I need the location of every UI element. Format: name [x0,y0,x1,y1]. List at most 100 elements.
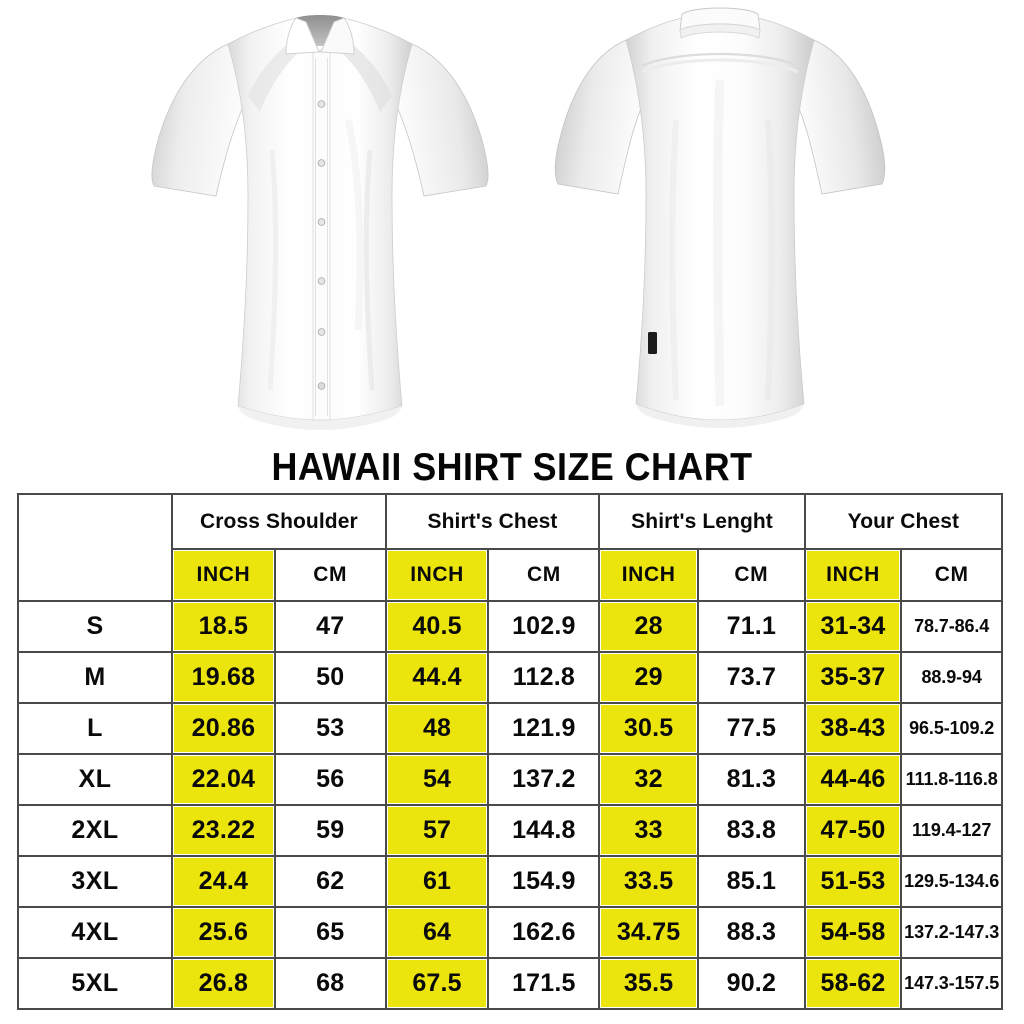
unit-header-cross-shoulder-inch: INCH [171,548,276,602]
cell-shirts-length-cm: 81.3 [696,753,806,806]
cell-cross-shoulder-cm: 47 [273,600,387,653]
cell-shirts-chest-cm: 171.5 [487,957,601,1010]
cell-shirts-chest-inch: 48 [384,702,490,755]
shirt-back-image [530,0,910,445]
cell-shirts-length-cm: 73.7 [696,651,806,704]
size-label: 4XL [71,918,119,946]
size-label-cell: S [16,600,174,653]
size-label-cell: M [16,651,174,704]
cell-your-chest-cm: 137.2-147.3 [900,906,1003,959]
shirt-front-image [120,0,520,445]
table-row: 4XL 25.6 65 64 162.6 34.75 88.3 54-58 137.2-147.… [16,906,1003,959]
cell-shirts-chest-cm: 162.6 [487,906,601,959]
size-label: S [86,612,104,640]
cell-shirts-length-inch: 32 [598,753,699,806]
cell-cross-shoulder-inch: 22.04 [171,753,276,806]
cell-shirts-length-cm: 88.3 [696,906,806,959]
cell-cross-shoulder-cm: 62 [273,855,387,908]
cell-cross-shoulder-cm: 59 [273,804,387,857]
cell-cross-shoulder-cm: 50 [273,651,387,704]
cell-shirts-chest-inch: 61 [384,855,490,908]
cell-cross-shoulder-cm: 56 [273,753,387,806]
cell-cross-shoulder-inch: 20.86 [171,702,276,755]
size-label: M [84,663,106,691]
page-title: HAWAII SHIRT SIZE CHART [271,446,753,489]
cell-shirts-length-cm: 85.1 [696,855,806,908]
cell-shirts-chest-inch: 40.5 [384,600,490,653]
cell-shirts-chest-inch: 54 [384,753,490,806]
group-header-your-chest: Your Chest [803,493,1004,550]
cell-shirts-chest-cm: 137.2 [487,753,601,806]
cell-shirts-chest-cm: 121.9 [487,702,601,755]
table-unit-header-row: INCH CM INCH CM INCH CM INCH CM [18,548,1003,602]
cell-shirts-length-inch: 33.5 [598,855,699,908]
size-chart-table: Cross Shoulder Shirt's Chest Shirt's Len… [16,493,1004,1010]
size-label: 2XL [71,816,119,844]
cell-shirts-length-inch: 35.5 [598,957,699,1010]
cell-shirts-chest-cm: 154.9 [487,855,601,908]
cell-shirts-length-inch: 28 [598,600,699,653]
cell-cross-shoulder-inch: 18.5 [171,600,276,653]
group-header-shirts-length: Shirt's Lenght [598,493,806,550]
cell-your-chest-inch: 54-58 [803,906,903,959]
size-label-cell: 5XL [16,957,174,1010]
cell-shirts-chest-cm: 102.9 [487,600,601,653]
size-label-cell: L [16,702,174,755]
cell-your-chest-inch: 51-53 [803,855,903,908]
cell-your-chest-inch: 47-50 [803,804,903,857]
cell-shirts-chest-inch: 64 [384,906,490,959]
cell-your-chest-cm: 96.5-109.2 [900,702,1003,755]
cell-shirts-length-inch: 30.5 [598,702,699,755]
cell-your-chest-cm: 119.4-127 [900,804,1003,857]
cell-cross-shoulder-inch: 19.68 [171,651,276,704]
cell-your-chest-inch: 31-34 [803,600,903,653]
size-chart-container: Cross Shoulder Shirt's Chest Shirt's Len… [16,493,1004,1010]
table-row: 3XL 24.4 62 61 154.9 33.5 85.1 51-53 129.5-134.6 [16,855,1003,908]
unit-header-shirts-length-inch: INCH [598,548,699,602]
cell-your-chest-inch: 35-37 [803,651,903,704]
cell-your-chest-inch: 38-43 [803,702,903,755]
cell-your-chest-inch: 44-46 [803,753,903,806]
cell-shirts-length-cm: 77.5 [696,702,806,755]
unit-header-shirts-chest-inch: INCH [384,548,490,602]
cell-shirts-chest-cm: 144.8 [487,804,601,857]
cell-shirts-length-inch: 34.75 [598,906,699,959]
cell-shirts-length-cm: 83.8 [696,804,806,857]
corner-cell [16,493,174,602]
size-label-cell: XL [16,753,174,806]
cell-shirts-chest-inch: 67.5 [384,957,490,1010]
cell-cross-shoulder-cm: 53 [273,702,387,755]
size-chart-body: S 18.5 47 40.5 102.9 28 71.1 31-34 78.7-86.4 M 19.… [16,600,1003,1010]
size-label: 5XL [71,969,119,997]
table-row: 5XL 26.8 68 67.5 171.5 35.5 90.2 58-62 147.3-157… [16,957,1003,1010]
size-label-cell: 4XL [16,906,174,959]
cell-shirts-chest-inch: 57 [384,804,490,857]
group-header-shirts-chest: Shirt's Chest [384,493,601,550]
cell-your-chest-cm: 111.8-116.8 [900,753,1003,806]
cell-your-chest-cm: 147.3-157.5 [900,957,1003,1010]
cell-cross-shoulder-inch: 25.6 [171,906,276,959]
unit-header-your-chest-cm: CM [900,548,1003,602]
unit-header-shirts-length-cm: CM [696,548,806,602]
cell-shirts-length-inch: 29 [598,651,699,704]
cell-shirts-chest-cm: 112.8 [487,651,601,704]
table-row: M 19.68 50 44.4 112.8 29 73.7 35-37 88.9-94 [16,651,1003,704]
cell-your-chest-cm: 78.7-86.4 [900,600,1003,653]
cell-shirts-length-inch: 33 [598,804,699,857]
product-image-gallery [0,0,1024,445]
size-label-cell: 3XL [16,855,174,908]
cell-cross-shoulder-inch: 24.4 [171,855,276,908]
table-row: S 18.5 47 40.5 102.9 28 71.1 31-34 78.7-86.4 [16,600,1003,653]
unit-header-shirts-chest-cm: CM [487,548,601,602]
size-label-cell: 2XL [16,804,174,857]
unit-header-your-chest-inch: INCH [803,548,903,602]
cell-shirts-chest-inch: 44.4 [384,651,490,704]
cell-your-chest-cm: 129.5-134.6 [900,855,1003,908]
size-label: L [87,714,103,742]
size-label: XL [78,765,112,793]
cell-your-chest-inch: 58-62 [803,957,903,1010]
group-header-cross-shoulder: Cross Shoulder [171,493,387,550]
cell-cross-shoulder-inch: 23.22 [171,804,276,857]
size-label: 3XL [71,867,119,895]
table-group-header-row: Cross Shoulder Shirt's Chest Shirt's Len… [16,493,1004,602]
